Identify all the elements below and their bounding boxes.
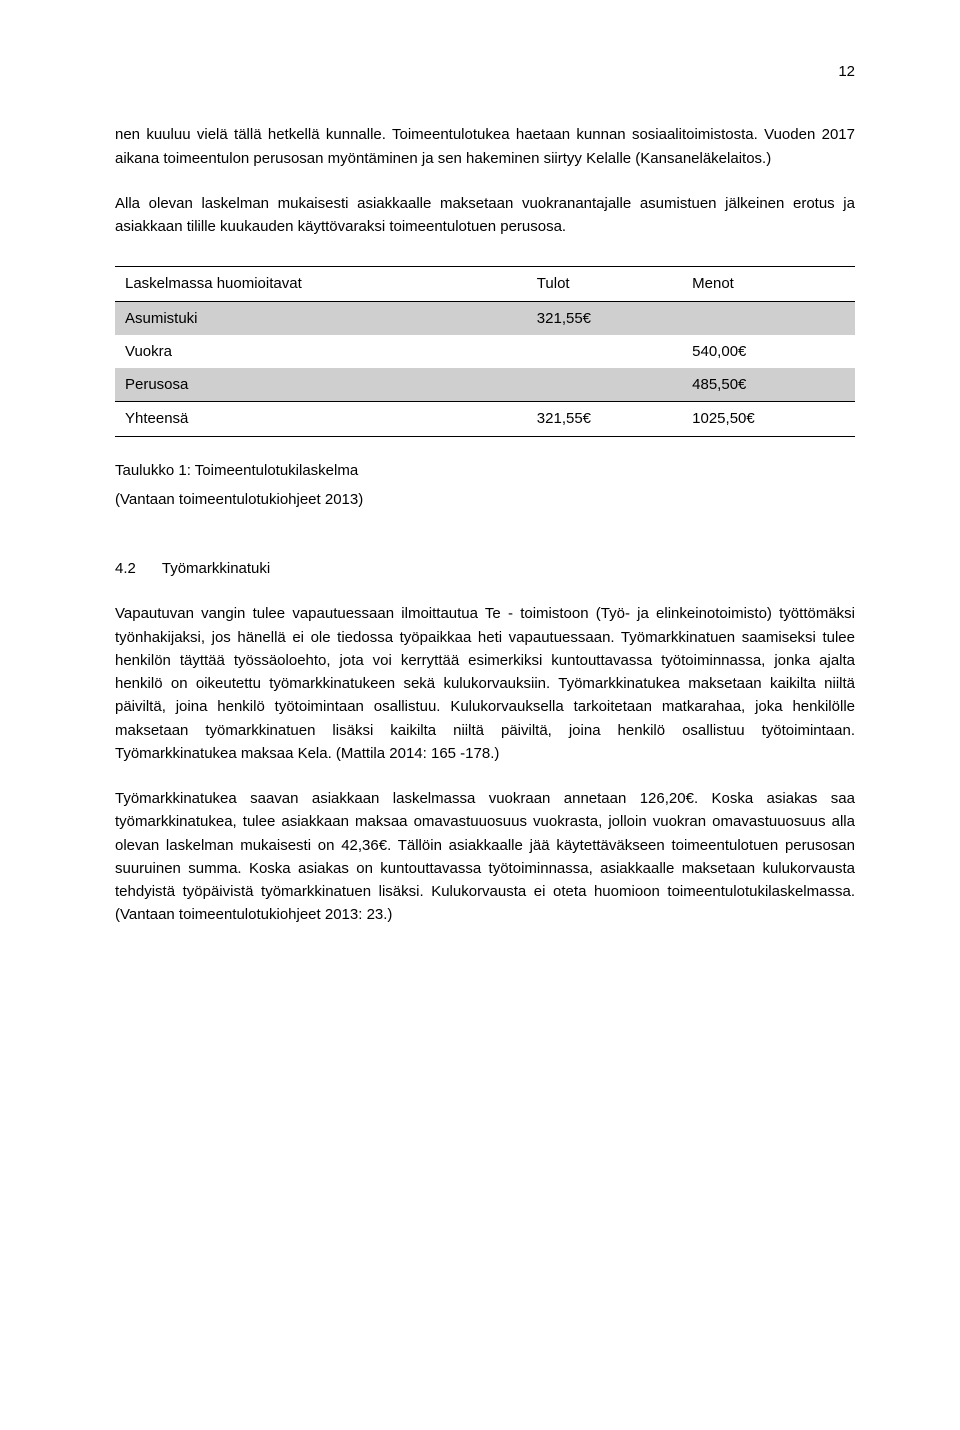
table-header-row: Laskelmassa huomioitavat Tulot Menot — [115, 267, 855, 301]
header-col1: Laskelmassa huomioitavat — [115, 267, 527, 301]
header-col2: Tulot — [527, 267, 682, 301]
footer-label: Yhteensä — [115, 402, 527, 436]
cell-tulot: 321,55€ — [527, 301, 682, 335]
paragraph-1: nen kuuluu vielä tällä hetkellä kunnalle… — [115, 123, 855, 170]
section-number: 4.2 — [115, 557, 136, 580]
section-heading: 4.2 Työmarkkinatuki — [115, 557, 855, 580]
footer-menot: 1025,50€ — [682, 402, 855, 436]
cell-menot — [682, 301, 855, 335]
table-footer-row: Yhteensä 321,55€ 1025,50€ — [115, 402, 855, 436]
cell-label: Asumistuki — [115, 301, 527, 335]
calculation-table: Laskelmassa huomioitavat Tulot Menot Asu… — [115, 266, 855, 436]
cell-menot: 485,50€ — [682, 368, 855, 402]
section-title: Työmarkkinatuki — [162, 560, 270, 577]
cell-label: Vuokra — [115, 335, 527, 368]
cell-menot: 540,00€ — [682, 335, 855, 368]
table-row: Perusosa 485,50€ — [115, 368, 855, 402]
footer-tulot: 321,55€ — [527, 402, 682, 436]
paragraph-4: Työmarkkinatukea saavan asiakkaan laskel… — [115, 787, 855, 927]
table-caption-line2: (Vantaan toimeentulotukiohjeet 2013) — [115, 488, 855, 511]
page-number: 12 — [115, 60, 855, 83]
cell-tulot — [527, 368, 682, 402]
paragraph-3: Vapautuvan vangin tulee vapautuessaan il… — [115, 602, 855, 765]
table-row: Vuokra 540,00€ — [115, 335, 855, 368]
header-col3: Menot — [682, 267, 855, 301]
table-caption-line1: Taulukko 1: Toimeentulotukilaskelma — [115, 459, 855, 482]
cell-tulot — [527, 335, 682, 368]
table-row: Asumistuki 321,55€ — [115, 301, 855, 335]
paragraph-2: Alla olevan laskelman mukaisesti asiakka… — [115, 192, 855, 239]
cell-label: Perusosa — [115, 368, 527, 402]
